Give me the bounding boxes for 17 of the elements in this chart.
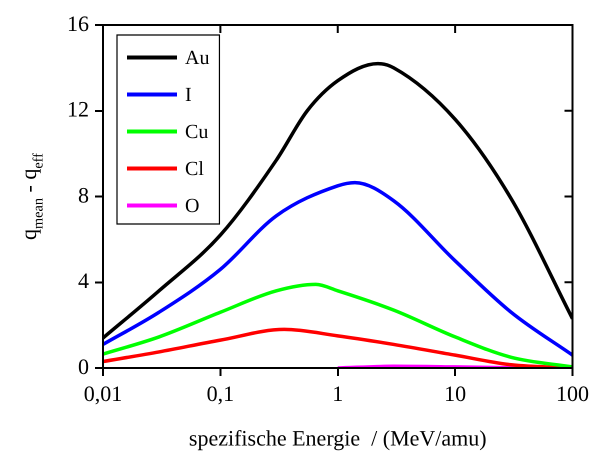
x-tick-label: 100: [556, 380, 589, 406]
y-axis-title: qmean - qeff: [16, 152, 47, 240]
y-tick-label: 0: [78, 354, 89, 379]
legend-label: O: [185, 194, 200, 217]
y-tick-label: 4: [78, 268, 89, 294]
legend-label: Cl: [185, 158, 204, 180]
x-tick-label: 10: [444, 380, 466, 406]
x-tick-label: 0,1: [206, 380, 234, 406]
x-tick-label: 1: [332, 380, 344, 406]
legend-label: Cu: [185, 120, 208, 143]
legend-label: Au: [185, 46, 210, 69]
x-axis-title: spezifische Energie / (MeV/amu): [188, 426, 487, 451]
y-tick-label: 16: [67, 10, 89, 36]
y-tick-label: 8: [78, 182, 89, 208]
x-tick-label: 0,01: [84, 380, 122, 406]
legend-label: I: [185, 84, 192, 106]
y-tick-label: 12: [67, 96, 89, 122]
